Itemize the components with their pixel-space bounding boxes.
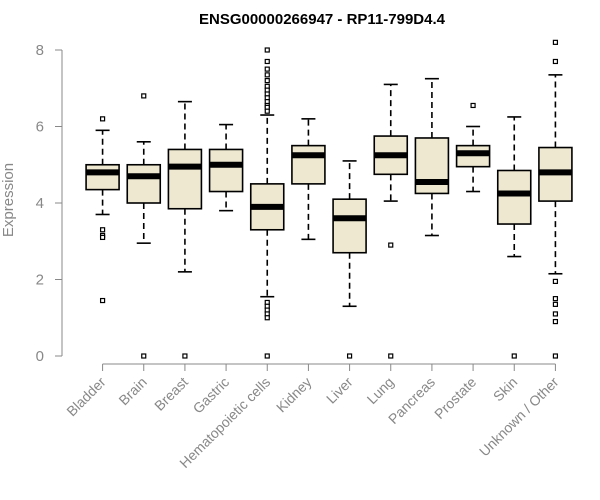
outlier-point xyxy=(552,39,559,45)
category-label: Skin xyxy=(490,374,521,405)
outlier-point xyxy=(552,318,559,325)
outlier-point xyxy=(182,353,188,359)
y-tick-label: 4 xyxy=(36,195,44,212)
outlier-point xyxy=(264,108,270,114)
iqr-box xyxy=(85,163,120,191)
iqr-box xyxy=(414,137,450,195)
box-unknown-other xyxy=(538,39,573,359)
outlier-point xyxy=(141,353,147,359)
outlier-point xyxy=(264,58,270,65)
outlier-point xyxy=(99,116,106,122)
category-label: Liver xyxy=(323,374,356,407)
box-skin xyxy=(496,116,532,359)
category-label: Kidney xyxy=(273,374,315,416)
y-tick-label: 2 xyxy=(36,272,44,289)
outlier-point xyxy=(388,242,394,248)
axes: 0 2 4 6 8 xyxy=(36,42,556,371)
chart-title: ENSG00000266947 - RP11-799D4.4 xyxy=(199,11,446,28)
outlier-point xyxy=(264,72,270,78)
outlier-point xyxy=(552,58,559,65)
iqr-box xyxy=(208,148,244,193)
box-prostate xyxy=(455,102,491,193)
category-label: Bladder xyxy=(63,374,109,420)
iqr-box xyxy=(126,163,162,204)
outlier-point xyxy=(470,102,476,109)
boxes xyxy=(85,39,573,359)
outlier-point xyxy=(264,315,270,321)
outlier-point xyxy=(141,93,147,99)
iqr-box xyxy=(332,198,367,254)
outlier-point xyxy=(552,278,559,285)
outlier-point xyxy=(346,353,353,359)
box-breast xyxy=(167,100,203,359)
box-brain xyxy=(126,93,162,359)
box-liver xyxy=(332,160,367,359)
outlier-point xyxy=(264,66,270,72)
iqr-box xyxy=(167,148,203,210)
y-tick-label: 8 xyxy=(36,42,44,59)
box-pancreas xyxy=(414,77,450,237)
iqr-box xyxy=(291,144,326,185)
category-label: Brain xyxy=(115,374,149,408)
outlier-point xyxy=(511,353,517,359)
outlier-point xyxy=(388,353,394,359)
outlier-point xyxy=(552,296,559,302)
outlier-point xyxy=(99,297,106,304)
category-label: Lung xyxy=(364,374,397,407)
y-tick-label: 0 xyxy=(36,348,44,365)
outlier-point xyxy=(552,311,559,317)
y-tick-label: 6 xyxy=(36,119,44,136)
outlier-point xyxy=(264,47,270,53)
box-bladder xyxy=(85,116,120,304)
outlier-point xyxy=(264,77,270,84)
box-lung xyxy=(373,83,409,359)
box-gastric xyxy=(208,123,244,212)
outlier-point xyxy=(264,353,270,359)
box-kidney xyxy=(291,118,326,241)
outlier-point xyxy=(552,301,559,307)
category-label: Prostate xyxy=(431,374,479,422)
y-axis-label: Expression xyxy=(0,163,17,237)
category-label: Breast xyxy=(151,374,191,414)
box-hematopoietic-cells xyxy=(249,47,285,359)
outlier-point xyxy=(99,234,106,241)
outlier-point xyxy=(552,353,559,359)
iqr-box xyxy=(496,169,532,225)
outlier-point xyxy=(99,227,106,233)
